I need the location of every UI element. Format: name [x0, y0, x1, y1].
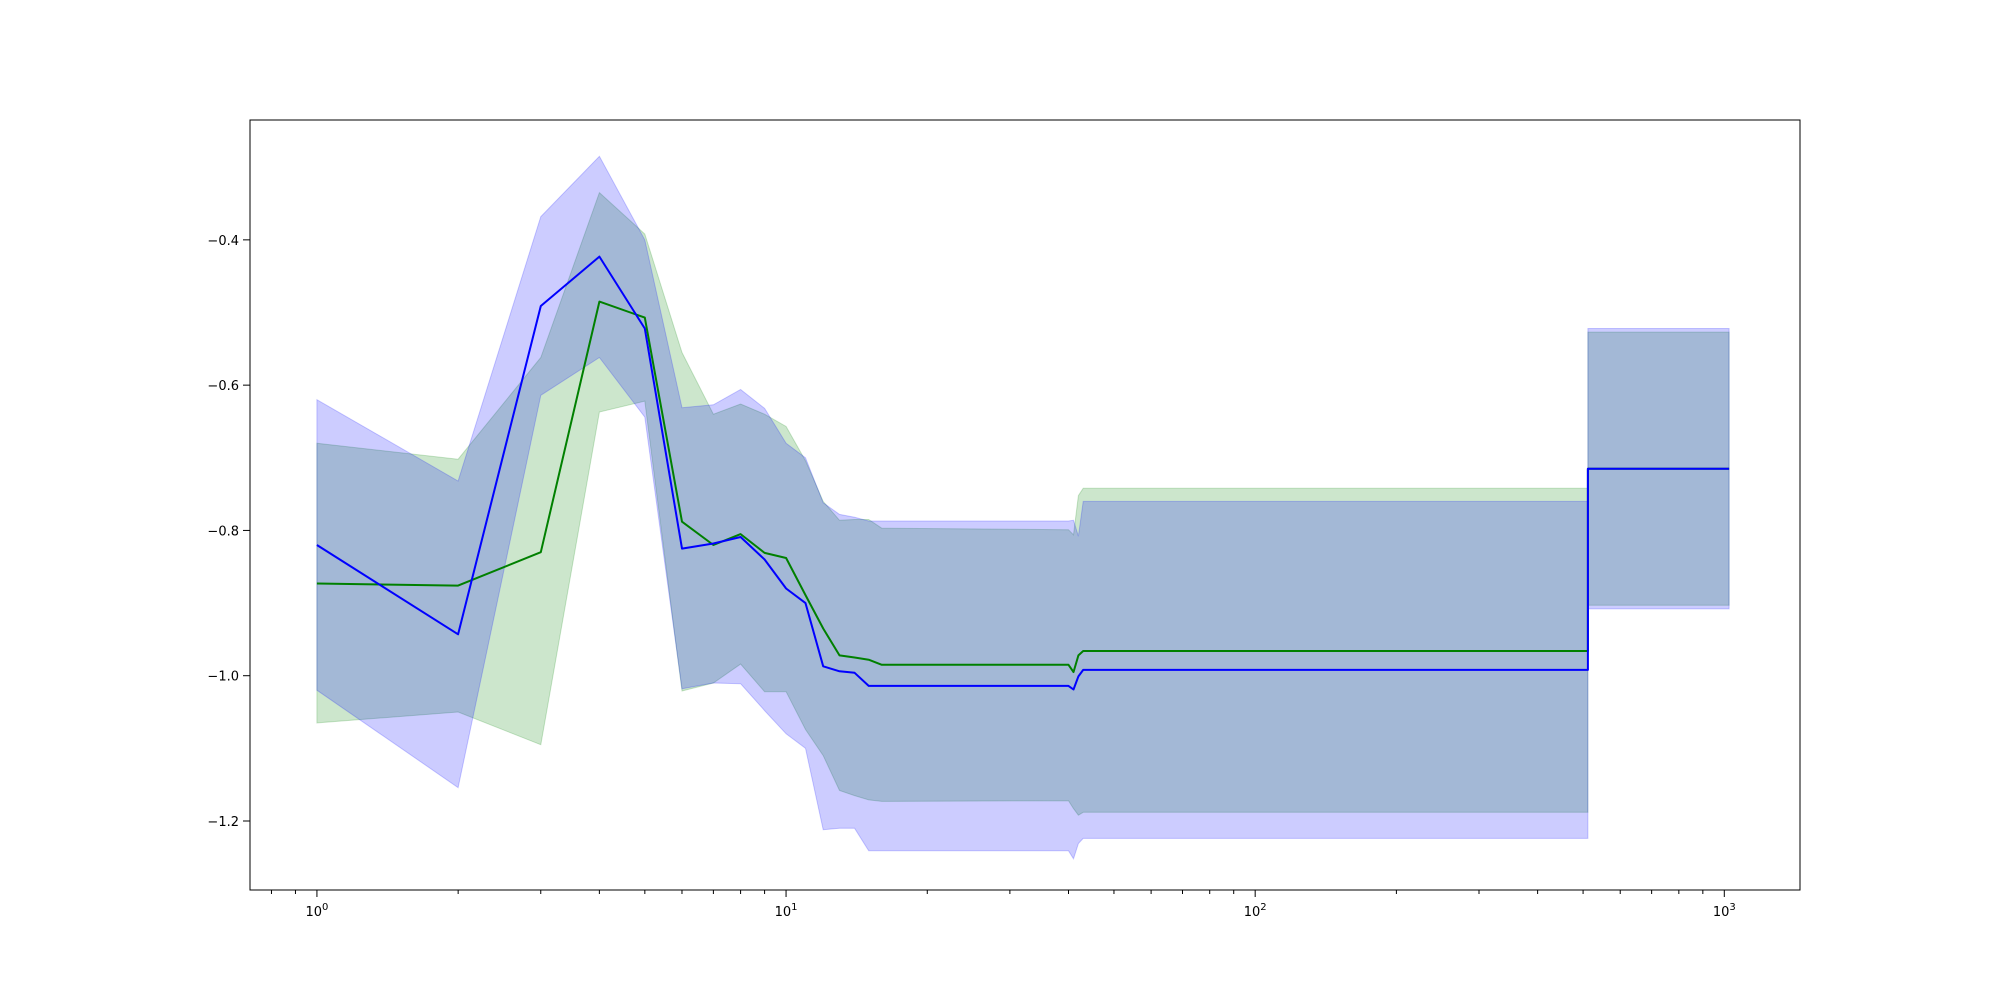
y-tick-label: −0.8	[207, 524, 239, 539]
plot-frame	[249, 119, 1801, 891]
y-tick-label: −0.4	[207, 234, 239, 249]
series-2-line	[316, 255, 1730, 691]
x-tick-label: 100	[305, 902, 328, 920]
series-lines	[316, 255, 1730, 691]
series-1-band	[316, 191, 1730, 816]
confidence-bands	[316, 155, 1730, 860]
x-tick-label: 101	[775, 902, 798, 920]
x-tick-label: 102	[1244, 902, 1267, 920]
y-tick-label: −1.0	[207, 670, 239, 685]
x-tick-label: 103	[1713, 902, 1736, 920]
series-1-line	[316, 300, 1730, 674]
series-2-band	[316, 155, 1730, 860]
x-axis-ticks: 100 101 102 103	[270, 890, 1736, 920]
y-tick-label: −1.2	[207, 815, 239, 830]
y-axis-ticks: −1.2 −1.0 −0.8 −0.6 −0.4	[207, 234, 250, 830]
y-tick-label: −0.6	[207, 379, 239, 394]
